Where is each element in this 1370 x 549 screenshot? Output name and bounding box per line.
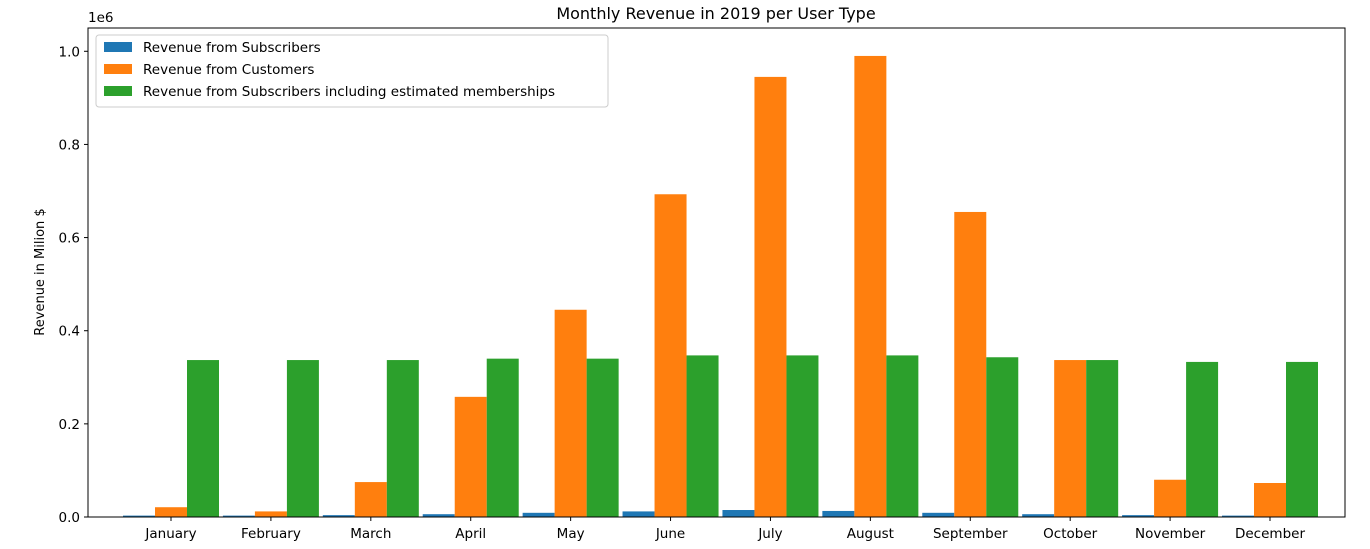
x-tick-label: April [455,526,486,542]
bar-series-2-september [954,211,987,517]
bar-series-2-may [554,309,587,517]
x-tick-label: September [933,526,1008,542]
y-tick-label: 0.0 [59,510,80,526]
x-tick-label: July [757,526,782,542]
legend-swatch [104,42,132,52]
x-tick-label: May [557,526,585,542]
legend-box [95,34,609,108]
bar-series-2-june [654,194,687,517]
legend-swatch [104,64,132,74]
bar-series-3-july [786,355,819,517]
bar-series-3-november [1186,361,1219,517]
x-tick-label: February [241,526,301,542]
y-axis: 0.0 0.2 0.4 0.6 0.8 1.0 [59,44,88,526]
bar-series-3-august [886,355,919,517]
legend-label: Revenue from Subscribers including estim… [143,84,555,100]
x-tick-label: June [655,526,685,542]
bar-series-1-august [822,510,855,517]
bar-series-3-june [686,355,719,517]
y-tick-label: 0.2 [59,417,80,433]
legend: Revenue from Subscribers Revenue from Cus… [95,34,609,108]
y-tick-label: 0.8 [59,137,80,153]
x-tick-label: August [847,526,894,542]
bar-series-1-october [1022,514,1055,517]
bar-series-1-april [422,514,455,517]
bars-layer [123,55,1318,518]
x-axis: January February March April May June July Augu… [144,517,1305,542]
y-tick-label: 1.0 [59,44,80,60]
chart-title: Monthly Revenue in 2019 per User Type [556,4,875,23]
bar-series-3-october [1086,360,1119,517]
y-offset-label: 1e6 [88,10,113,26]
y-tick-label: 0.4 [59,324,80,340]
y-axis-label: Revenue in Milion $ [33,208,48,335]
bar-series-1-may [522,512,555,517]
x-tick-label: January [144,526,196,542]
bar-series-2-august [854,55,887,517]
bar-series-2-january [155,507,187,517]
bar-series-1-january [123,515,155,517]
bar-series-1-february [222,515,255,517]
bar-series-1-july [722,510,755,517]
bar-series-1-december [1222,515,1254,517]
bar-series-2-february [254,511,287,517]
bar-series-1-september [922,512,955,517]
bar-series-3-september [986,357,1019,517]
y-tick-label: 0.6 [59,231,80,247]
legend-label: Revenue from Subscribers [143,40,321,56]
bar-series-3-january [187,360,219,517]
bar-series-3-march [386,360,419,517]
legend-swatch [104,86,132,96]
bar-series-1-june [622,511,655,517]
bar-series-2-december [1254,483,1286,517]
bar-series-3-december [1286,361,1318,517]
bar-series-1-november [1122,515,1155,517]
legend-label: Revenue from Customers [143,62,314,78]
bar-series-2-october [1054,360,1087,517]
bar-series-2-november [1154,479,1187,517]
x-tick-label: October [1043,526,1097,542]
bar-series-3-april [486,358,519,517]
bar-series-2-march [354,482,387,517]
x-tick-label: March [350,526,391,542]
plot-frame [87,27,1346,518]
bar-series-3-may [586,358,619,517]
x-tick-label: November [1135,526,1206,542]
bar-series-2-july [754,76,787,518]
bar-series-1-march [322,515,355,517]
bar-series-3-february [286,360,319,517]
bar-series-2-april [454,396,487,517]
x-tick-label: December [1235,526,1305,542]
